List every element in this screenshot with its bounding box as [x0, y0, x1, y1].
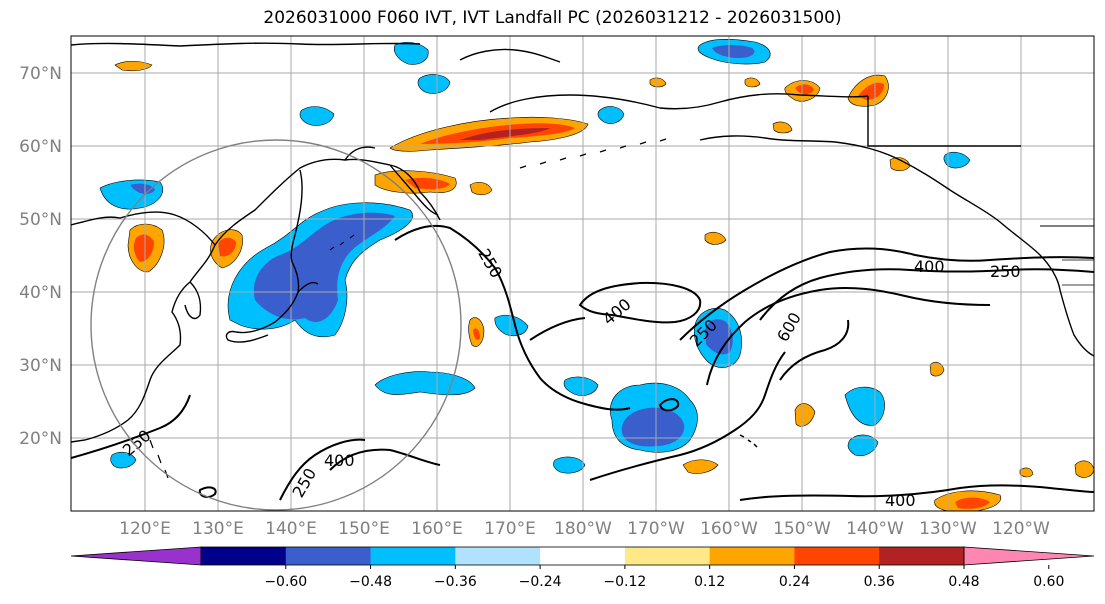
lon-label: 130°E: [192, 519, 244, 539]
coastlines: [71, 42, 1094, 479]
colorbar-tick-label: 0.12: [694, 574, 725, 590]
colorbar-segment: [879, 547, 965, 565]
lat-label-70n: 70°N: [19, 64, 62, 84]
colorbar-segment: [794, 547, 880, 565]
map-panel: 250 400 250 400 250 250 600 400 250 400: [70, 35, 1095, 512]
colorbar: −0.60 −0.48 −0.36 −0.24 −0.12 0.12 0.24 0.36 0.4…: [70, 546, 1095, 590]
longitude-labels: 120°E 130°E 140°E 150°E 160°E 170°E 180°…: [119, 519, 1050, 539]
colorbar-segment: [540, 547, 626, 565]
lon-label: 160°E: [411, 519, 463, 539]
colorbar-segment: [455, 547, 541, 565]
contour-label: 400: [885, 491, 916, 510]
contour-label: 400: [914, 257, 945, 276]
graticule: [71, 36, 1094, 511]
lon-label: 180°W: [554, 519, 612, 539]
landfall-region-circle: [90, 139, 462, 511]
map-frame: [70, 35, 1095, 512]
lat-label-50n: 50°N: [19, 210, 62, 230]
lon-label: 150°E: [338, 519, 390, 539]
colorbar-tick-label: −0.12: [603, 574, 646, 590]
lon-label: 130°W: [919, 519, 977, 539]
colorbar-tick-label: 0.48: [948, 574, 979, 590]
colorbar-tick-label: −0.36: [434, 574, 477, 590]
map-title: 2026031000 F060 IVT, IVT Landfall PC (20…: [263, 8, 842, 28]
lon-label: 140°E: [265, 519, 317, 539]
colorbar-tick-label: −0.24: [519, 574, 562, 590]
colorbar-segment: [201, 547, 287, 565]
colorbar-tick-label: −0.60: [264, 574, 307, 590]
lon-label: 170°W: [627, 519, 685, 539]
colorbar-tick-label: 0.24: [779, 574, 810, 590]
lon-label: 120°W: [992, 519, 1050, 539]
colorbar-segment: [624, 547, 711, 565]
lat-label-60n: 60°N: [19, 137, 62, 157]
colorbar-extend-high: [963, 546, 1095, 566]
lat-label-40n: 40°N: [19, 283, 62, 303]
lat-label-30n: 30°N: [19, 356, 62, 376]
ivt-contours: [71, 224, 1094, 501]
colorbar-frame: [200, 546, 965, 566]
colorbar-segment: [285, 547, 372, 565]
lon-label: 150°W: [773, 519, 831, 539]
colorbar-segment: [370, 547, 456, 565]
contour-label: 250: [990, 262, 1021, 281]
lon-label: 170°E: [484, 519, 536, 539]
colorbar-tick-label: −0.48: [349, 574, 392, 590]
colorbar-segment: [709, 547, 795, 565]
ivt-anomaly-fill: [99, 39, 1094, 511]
colorbar-extend-low: [70, 546, 202, 566]
latitude-labels: 70°N 60°N 50°N 40°N 30°N 20°N: [19, 64, 62, 449]
colorbar-tick-label: 0.60: [1033, 574, 1064, 590]
lon-label: 120°E: [119, 519, 171, 539]
colorbar-tick-label: 0.36: [864, 574, 895, 590]
lat-label-20n: 20°N: [19, 429, 62, 449]
lon-label: 140°W: [846, 519, 904, 539]
lon-label: 160°W: [700, 519, 758, 539]
contour-label: 400: [324, 451, 355, 470]
